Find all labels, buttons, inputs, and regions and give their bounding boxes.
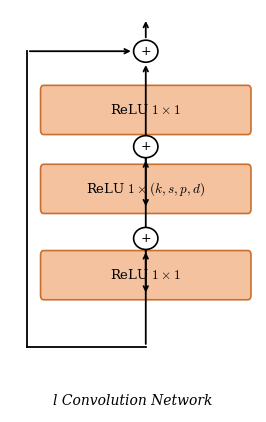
Text: ReLU $1 \times 1$: ReLU $1 \times 1$ xyxy=(110,268,181,282)
Text: ReLU $1 \times (k, s, p, d)$: ReLU $1 \times (k, s, p, d)$ xyxy=(86,180,205,198)
Text: ReLU $1 \times 1$: ReLU $1 \times 1$ xyxy=(110,103,181,117)
FancyBboxPatch shape xyxy=(40,85,251,135)
Ellipse shape xyxy=(134,135,158,158)
Text: $+$: $+$ xyxy=(140,232,151,245)
Text: l Convolution Network: l Convolution Network xyxy=(53,395,213,408)
Text: $+$: $+$ xyxy=(140,45,151,58)
Ellipse shape xyxy=(134,40,158,62)
FancyBboxPatch shape xyxy=(40,164,251,214)
Ellipse shape xyxy=(134,227,158,249)
FancyBboxPatch shape xyxy=(40,251,251,300)
Text: $+$: $+$ xyxy=(140,140,151,153)
